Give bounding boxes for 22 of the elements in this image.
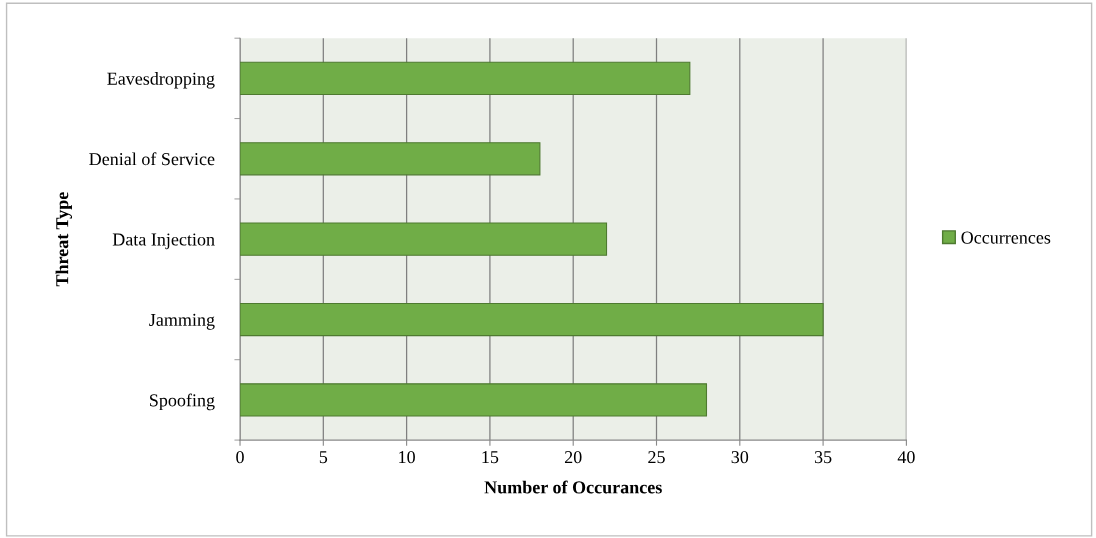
y-tick-label: Denial of Service xyxy=(89,152,215,166)
bar xyxy=(240,142,541,176)
bar xyxy=(240,61,691,96)
y-tick-label: Jamming xyxy=(149,313,215,330)
bar xyxy=(240,383,708,417)
legend-label: Occurrences xyxy=(961,231,1051,244)
x-tick-label: 5 xyxy=(319,451,328,464)
x-tick-label: 0 xyxy=(236,451,244,464)
x-tick-label: 20 xyxy=(564,451,582,464)
y-axis-title: Threat Type xyxy=(55,192,73,287)
x-tick-label: 15 xyxy=(482,451,499,464)
x-tick-label: 40 xyxy=(897,451,915,464)
x-tick-label: 10 xyxy=(399,451,415,464)
y-tick-label: Spoofing xyxy=(150,393,215,411)
y-tick-label: Data Injection xyxy=(112,233,215,250)
x-axis-title: Number of Occurances xyxy=(484,480,662,494)
bar xyxy=(240,222,608,256)
y-tick-label: Eavesdropping xyxy=(107,72,215,89)
x-tick-label: 25 xyxy=(648,451,665,464)
bar xyxy=(240,302,824,337)
x-tick-label: 30 xyxy=(731,451,749,464)
x-tick-label: 35 xyxy=(814,451,832,464)
